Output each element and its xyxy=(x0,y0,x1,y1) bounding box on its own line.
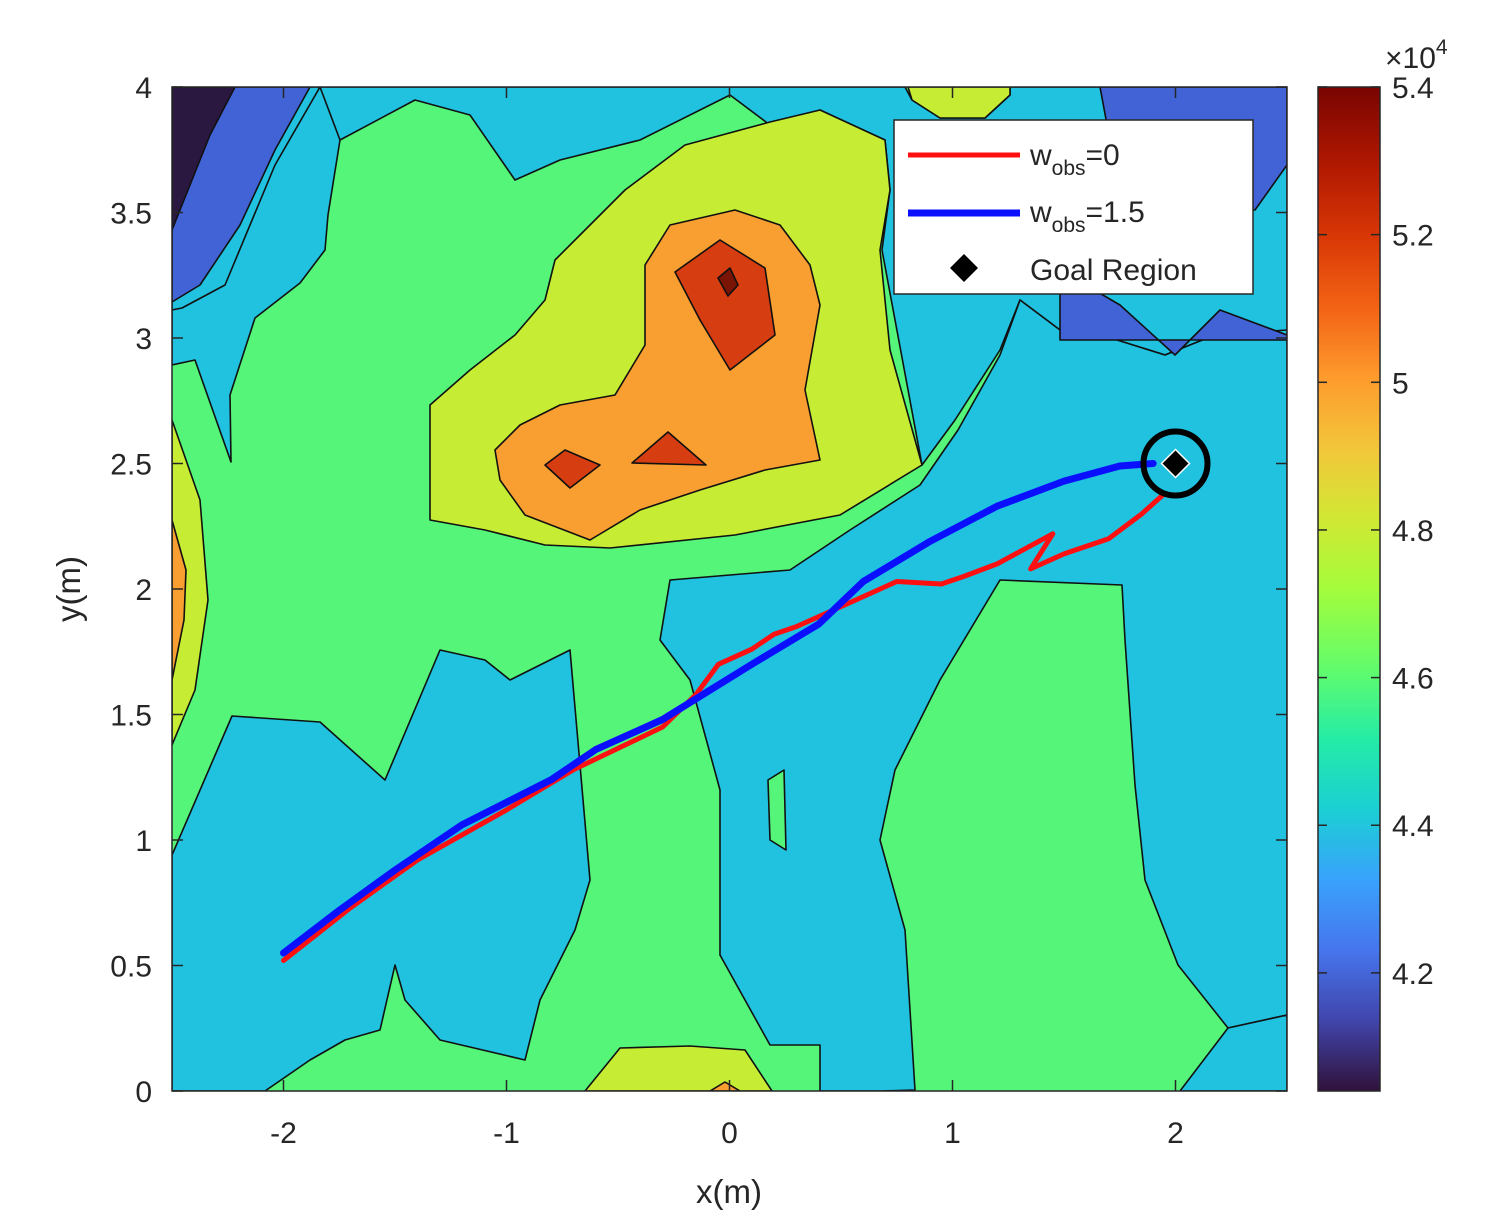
contour-level-5-top-small xyxy=(907,87,1011,119)
contour-level-7-small-b xyxy=(631,431,707,466)
x-tick-label: 0 xyxy=(721,1117,738,1150)
contour-level-1-corner xyxy=(172,87,236,231)
contour-level-8-peak-core xyxy=(717,267,739,297)
legend-label-w-obs-0: wobs=0 xyxy=(1029,139,1120,180)
legend-label-w-obs-1-5-w: w xyxy=(1029,196,1052,229)
colorbar-tick-label: 4.8 xyxy=(1392,515,1434,548)
colorbar-gradient xyxy=(1317,86,1381,1092)
y-tick-label: 2.5 xyxy=(110,449,152,482)
contour-level-2-top-right-b xyxy=(1059,269,1287,356)
colorbar-ticks: 4.2 4.4 4.6 4.8 5 5.2 5.4 xyxy=(1318,72,1434,991)
contour-level-3-bottom-right xyxy=(1179,1014,1287,1091)
x-axis-label: x(m) xyxy=(696,1173,762,1210)
contour-level-6-left-edge xyxy=(172,519,187,681)
y-tick-label: 3 xyxy=(135,323,152,356)
legend-label-w-obs-1-5: wobs=1.5 xyxy=(1029,196,1145,237)
x-tick-label: -1 xyxy=(493,1117,520,1150)
colorbar-tick-label: 5.2 xyxy=(1392,220,1434,253)
y-tick-label: 3.5 xyxy=(110,198,152,231)
trajectory-w-obs-1-5 xyxy=(280,460,1157,957)
y-tick-label: 1 xyxy=(135,825,152,858)
x-tick-label: -2 xyxy=(270,1117,297,1150)
contour-level-3-right xyxy=(659,299,1287,1091)
colorbar-tick-label: 5.4 xyxy=(1392,72,1434,105)
colorbar-exponent-power: 4 xyxy=(1436,36,1448,59)
legend: wobs=0 wobs=1.5 Goal Region xyxy=(893,119,1254,295)
y-tick-label: 0.5 xyxy=(110,951,152,984)
y-tick-label: 0 xyxy=(135,1076,152,1109)
colorbar-tick-label: 4.6 xyxy=(1392,663,1434,696)
legend-label-w-obs-0-w: w xyxy=(1029,139,1052,172)
goal-diamond-icon xyxy=(1160,448,1191,479)
contour-level-7-peak xyxy=(674,239,776,371)
trajectory-w-obs-0 xyxy=(281,491,1167,963)
y-axis-ticks: 0 0.5 1 1.5 2 2.5 3 3.5 4 xyxy=(110,72,1287,1109)
contour-level-4-island xyxy=(767,769,787,851)
goal-region xyxy=(1140,428,1211,499)
colorbar-tick-label: 4.4 xyxy=(1392,810,1434,843)
x-tick-label: 1 xyxy=(944,1117,961,1150)
contour-level-6-bottom xyxy=(709,1081,741,1091)
goal-ring xyxy=(1140,428,1211,499)
colorbar-exponent-base: ×10 xyxy=(1385,42,1436,75)
legend-label-w-obs-1-5-sub: obs xyxy=(1052,214,1086,237)
contour-level-3-bottom-left xyxy=(172,649,591,1091)
y-tick-label: 4 xyxy=(135,72,152,105)
y-axis-label: y(m) xyxy=(50,556,87,622)
legend-label-w-obs-0-sub: obs xyxy=(1052,157,1086,180)
contour-level-7-small-a xyxy=(544,449,601,489)
x-axis-ticks: -2 -1 0 1 2 xyxy=(270,87,1184,1150)
contour-level-5-bottom xyxy=(584,1045,773,1091)
legend-label-goal-region: Goal Region xyxy=(1030,254,1197,287)
x-tick-label: 2 xyxy=(1167,1117,1184,1150)
colorbar: 4.2 4.4 4.6 4.8 5 5.2 5.4 ×104 xyxy=(1317,36,1448,1092)
legend-label-w-obs-0-suffix: =0 xyxy=(1086,139,1120,172)
trajectories xyxy=(280,460,1167,963)
colorbar-tick-label: 4.2 xyxy=(1392,958,1434,991)
legend-goal-diamond-icon xyxy=(950,254,978,282)
y-tick-label: 1.5 xyxy=(110,700,152,733)
y-tick-label: 2 xyxy=(135,574,152,607)
colorbar-tick-label: 5 xyxy=(1392,367,1409,400)
legend-label-w-obs-1-5-suffix: =1.5 xyxy=(1086,196,1145,229)
colorbar-exponent: ×104 xyxy=(1385,36,1448,75)
contour-level-5-left-edge xyxy=(172,419,209,746)
